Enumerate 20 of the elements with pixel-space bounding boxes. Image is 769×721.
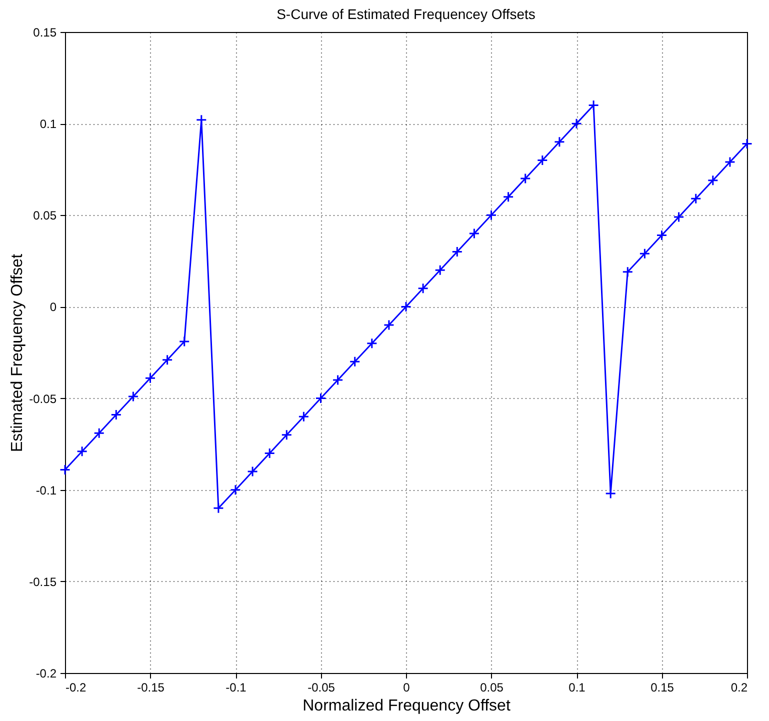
x-tick-label: 0.2 — [730, 680, 748, 694]
y-axis-title: Estimated Frequency Offset — [9, 253, 26, 452]
chart-title: S-Curve of Estimated Frequencey Offsets — [276, 6, 536, 22]
y-tick-label: -0.05 — [29, 392, 57, 406]
x-tick-label: 0.15 — [650, 680, 674, 694]
x-axis-title: Normalized Frequency Offset — [302, 698, 511, 714]
x-tick-label: 0 — [403, 680, 410, 694]
x-tick-label: -0.15 — [137, 680, 165, 694]
y-tick-label: -0.15 — [29, 574, 57, 589]
x-tick-label: 0.05 — [480, 680, 504, 694]
x-tick-label: -0.05 — [308, 680, 336, 694]
y-tick-label: -0.1 — [36, 483, 57, 498]
y-tick-label: 0.1 — [40, 117, 57, 132]
y-tick-label: 0.15 — [33, 26, 57, 40]
y-tick-label: 0.05 — [33, 208, 57, 223]
x-tick-label: 0.1 — [568, 680, 586, 694]
x-tick-label: -0.2 — [66, 680, 87, 694]
y-tick-label: 0 — [50, 300, 57, 314]
y-tick-label: -0.2 — [36, 666, 57, 680]
x-tick-label: -0.1 — [226, 680, 247, 694]
